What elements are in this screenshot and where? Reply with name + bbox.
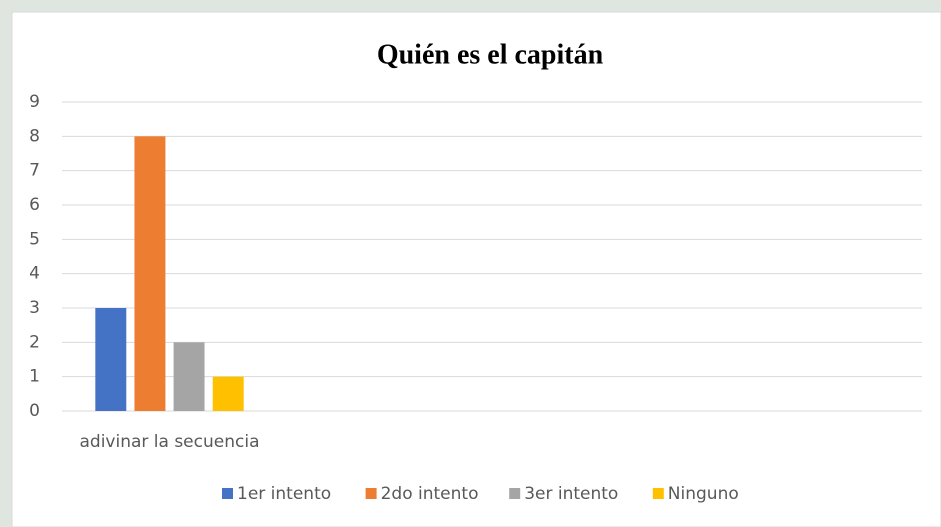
legend-swatch (365, 488, 377, 499)
chart-title: Quién es el capitán (377, 39, 604, 70)
chart-area (11, 11, 941, 527)
bar (173, 342, 205, 411)
y-tick-label: 0 (29, 401, 40, 421)
legend-label: 2do intento (381, 484, 479, 504)
bar (212, 376, 244, 411)
y-tick-label: 5 (29, 229, 40, 249)
y-tick-label: 7 (29, 161, 40, 181)
y-tick-label: 3 (29, 298, 40, 318)
legend-label: Ninguno (668, 484, 739, 504)
y-tick-label: 4 (29, 264, 40, 284)
y-tick-label: 8 (29, 126, 40, 146)
legend-swatch (652, 488, 664, 499)
y-tick-label: 2 (29, 332, 40, 352)
legend-label: 3er intento (524, 484, 618, 504)
y-tick-label: 9 (29, 92, 40, 112)
y-tick-label: 1 (29, 367, 40, 387)
x-tick-label: adivinar la secuencia (79, 432, 259, 452)
legend-label: 1er intento (237, 484, 331, 504)
y-tick-label: 6 (29, 195, 40, 215)
bar (134, 136, 166, 412)
legend-swatch (509, 488, 521, 499)
bar (95, 308, 127, 411)
legend-swatch (222, 488, 233, 499)
